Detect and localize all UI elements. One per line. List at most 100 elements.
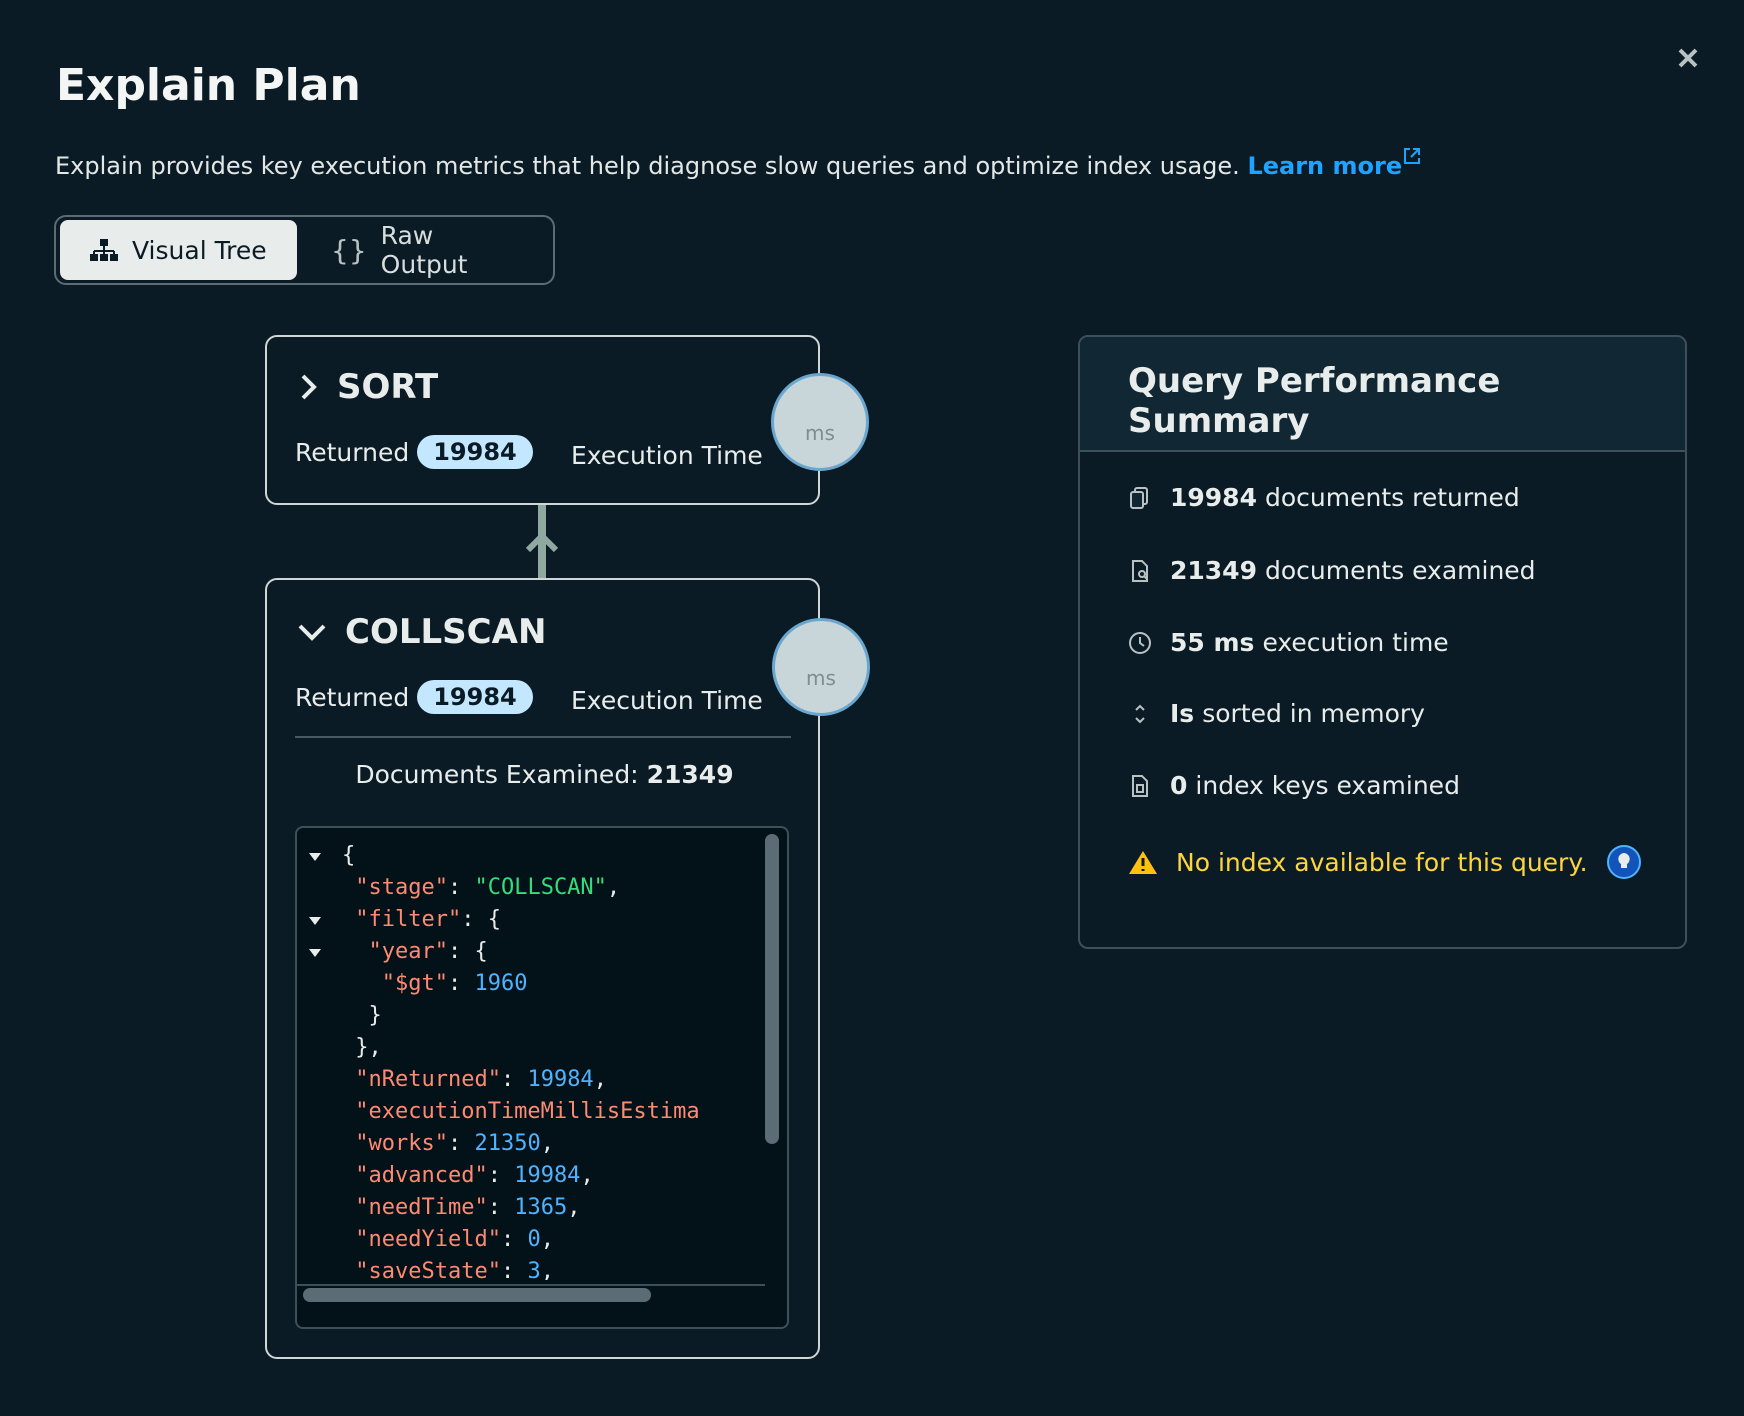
examined-value: 21349 — [646, 760, 734, 789]
fold-toggle — [309, 917, 321, 925]
code-token: 19984 — [527, 1067, 594, 1092]
code-token: , — [580, 1163, 594, 1188]
returned-label: Returned — [295, 437, 410, 467]
code-token: 3 — [527, 1259, 541, 1280]
row-value: 0 — [1170, 771, 1188, 800]
row-label: index keys examined — [1195, 771, 1460, 800]
code-token: }, — [342, 1035, 382, 1060]
code-token: : — [500, 1067, 528, 1092]
row-icon — [1132, 774, 1148, 797]
code-token: { — [342, 843, 356, 868]
returned-value: 19984 — [417, 435, 533, 469]
code-token: "executionTimeMillisEstima — [342, 1099, 700, 1124]
row-text: 21349 documents examined — [1170, 556, 1536, 585]
scroll-track — [297, 1284, 765, 1286]
raw-output-tab[interactable]: {} Raw Output — [301, 220, 553, 280]
gauge-unit: ms — [805, 421, 835, 445]
row-value: Is — [1170, 699, 1195, 728]
hint-button[interactable] — [1606, 844, 1642, 880]
row-value: 55 ms — [1170, 628, 1255, 657]
code-token: 1365 — [514, 1195, 568, 1220]
row-icon — [1129, 631, 1151, 654]
close-button[interactable] — [1676, 46, 1700, 70]
warning-row: No index available for this query. — [1128, 844, 1642, 880]
code-token: "nReturned" — [342, 1067, 501, 1092]
code-token: "COLLSCAN" — [474, 875, 607, 900]
stage-title: SORT — [299, 367, 438, 407]
sort-card[interactable]: SORT Returned 19984 Execution Time ms — [265, 335, 869, 505]
row-value: 21349 — [1170, 556, 1257, 585]
code-token: , — [540, 1227, 554, 1252]
summary-row: 19984 documents returned — [1128, 483, 1520, 512]
chevron-right — [301, 374, 317, 400]
code-token: "stage" — [342, 875, 448, 900]
row-text: 55 ms execution time — [1170, 628, 1449, 657]
view-toggle: Visual Tree {} Raw Output — [54, 215, 555, 285]
code-line: }, — [297, 1032, 759, 1064]
code-token: "year" — [342, 939, 448, 964]
warning-icon — [1129, 851, 1157, 874]
code-line: } — [297, 1000, 759, 1032]
row-text: 0 index keys examined — [1170, 771, 1460, 800]
code-lines: { "stage": "COLLSCAN", "filter": { "year… — [297, 840, 759, 1280]
code-token: : { — [461, 907, 501, 932]
code-token: , — [540, 1259, 554, 1280]
returned-row: Returned 19984 — [295, 680, 533, 714]
summary-row: 21349 documents examined — [1128, 556, 1536, 585]
row-label: sorted in memory — [1202, 699, 1425, 728]
visual-tree-tab[interactable]: Visual Tree — [60, 220, 297, 280]
description: Explain provides key execution metrics t… — [55, 146, 1422, 180]
summary-row: Is sorted in memory — [1128, 699, 1425, 728]
braces-icon: {} — [331, 233, 367, 267]
code-token: "advanced" — [342, 1163, 488, 1188]
external-icon — [1404, 148, 1421, 164]
row-text: Is sorted in memory — [1170, 699, 1425, 728]
code-line: "stage": "COLLSCAN", — [297, 872, 759, 904]
stage-name: SORT — [337, 367, 439, 407]
code-line: "works": 21350, — [297, 1128, 759, 1160]
code-line: "saveState": 3, — [297, 1256, 759, 1280]
code-line: "advanced": 19984, — [297, 1160, 759, 1192]
description-text: Explain provides key execution metrics t… — [55, 152, 1240, 180]
returned-label: Returned — [295, 682, 410, 712]
returned-value: 19984 — [417, 680, 533, 714]
code-token: "$gt" — [342, 971, 448, 996]
v-scrollbar[interactable] — [765, 834, 779, 1144]
fold-toggle — [309, 853, 321, 861]
connector — [538, 505, 546, 578]
code-token: "needYield" — [342, 1227, 501, 1252]
row-icon — [1132, 559, 1148, 582]
tab-label: Visual Tree — [132, 235, 267, 265]
stage-name: COLLSCAN — [345, 612, 547, 652]
row-text: 19984 documents returned — [1170, 483, 1520, 512]
code-token: "works" — [342, 1131, 448, 1156]
row-label: documents returned — [1264, 483, 1520, 512]
code-token: : — [500, 1227, 528, 1252]
row-icon — [1135, 704, 1145, 723]
row-icon — [1130, 486, 1148, 509]
code-token: : — [447, 971, 475, 996]
warning-text: No index available for this query. — [1176, 847, 1588, 877]
h-scrollbar[interactable] — [303, 1288, 651, 1302]
code-token: , — [606, 875, 621, 900]
code-token: 1960 — [474, 971, 528, 996]
summary-row: 0 index keys examined — [1128, 771, 1460, 800]
code-line: "nReturned": 19984, — [297, 1064, 759, 1096]
code-token: 19984 — [514, 1163, 581, 1188]
gauge-unit: ms — [806, 666, 836, 690]
raw-json[interactable]: { "stage": "COLLSCAN", "filter": { "year… — [295, 826, 789, 1329]
examined-row: Documents Examined: 21349 — [267, 760, 822, 789]
code-token: 21350 — [474, 1131, 541, 1156]
code-line: "needYield": 0, — [297, 1224, 759, 1256]
learn-more-link[interactable]: Learn more — [1247, 152, 1403, 180]
code-token: "needTime" — [342, 1195, 488, 1220]
code-token: : — [487, 1195, 515, 1220]
summary-title: Query Performance Summary — [1080, 337, 1685, 452]
code-token: "filter" — [342, 907, 462, 932]
row-value: 19984 — [1170, 483, 1257, 512]
examined-label: Documents Examined: — [355, 760, 639, 789]
code-line: "$gt": 1960 — [297, 968, 759, 1000]
code-token: : — [447, 1131, 475, 1156]
returned-row: Returned 19984 — [295, 435, 533, 469]
